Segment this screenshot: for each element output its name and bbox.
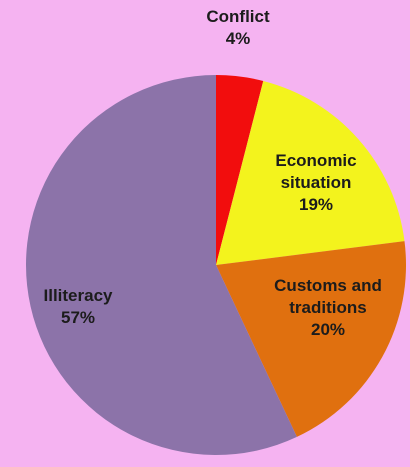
pie-slice <box>216 80 405 265</box>
slice-label: Illiteracy 57% <box>18 285 138 329</box>
slice-label: Customs and traditions 20% <box>253 275 403 341</box>
percent-label: 20% <box>310 320 346 339</box>
pie-slice <box>216 241 406 437</box>
category-name: Conflict <box>206 7 270 26</box>
category-name: Customs and traditions <box>274 276 382 317</box>
percent-label: 19% <box>298 195 334 214</box>
category-name: Economic situation <box>275 151 357 192</box>
percent-label: 57% <box>60 308 96 327</box>
pie-slice <box>26 75 297 455</box>
percent-label: 4% <box>225 29 251 48</box>
slice-label: Conflict 4% <box>178 6 298 50</box>
pie-slice <box>216 75 264 265</box>
category-name: Illiteracy <box>43 286 113 305</box>
slice-label: Economic situation 19% <box>251 150 381 216</box>
